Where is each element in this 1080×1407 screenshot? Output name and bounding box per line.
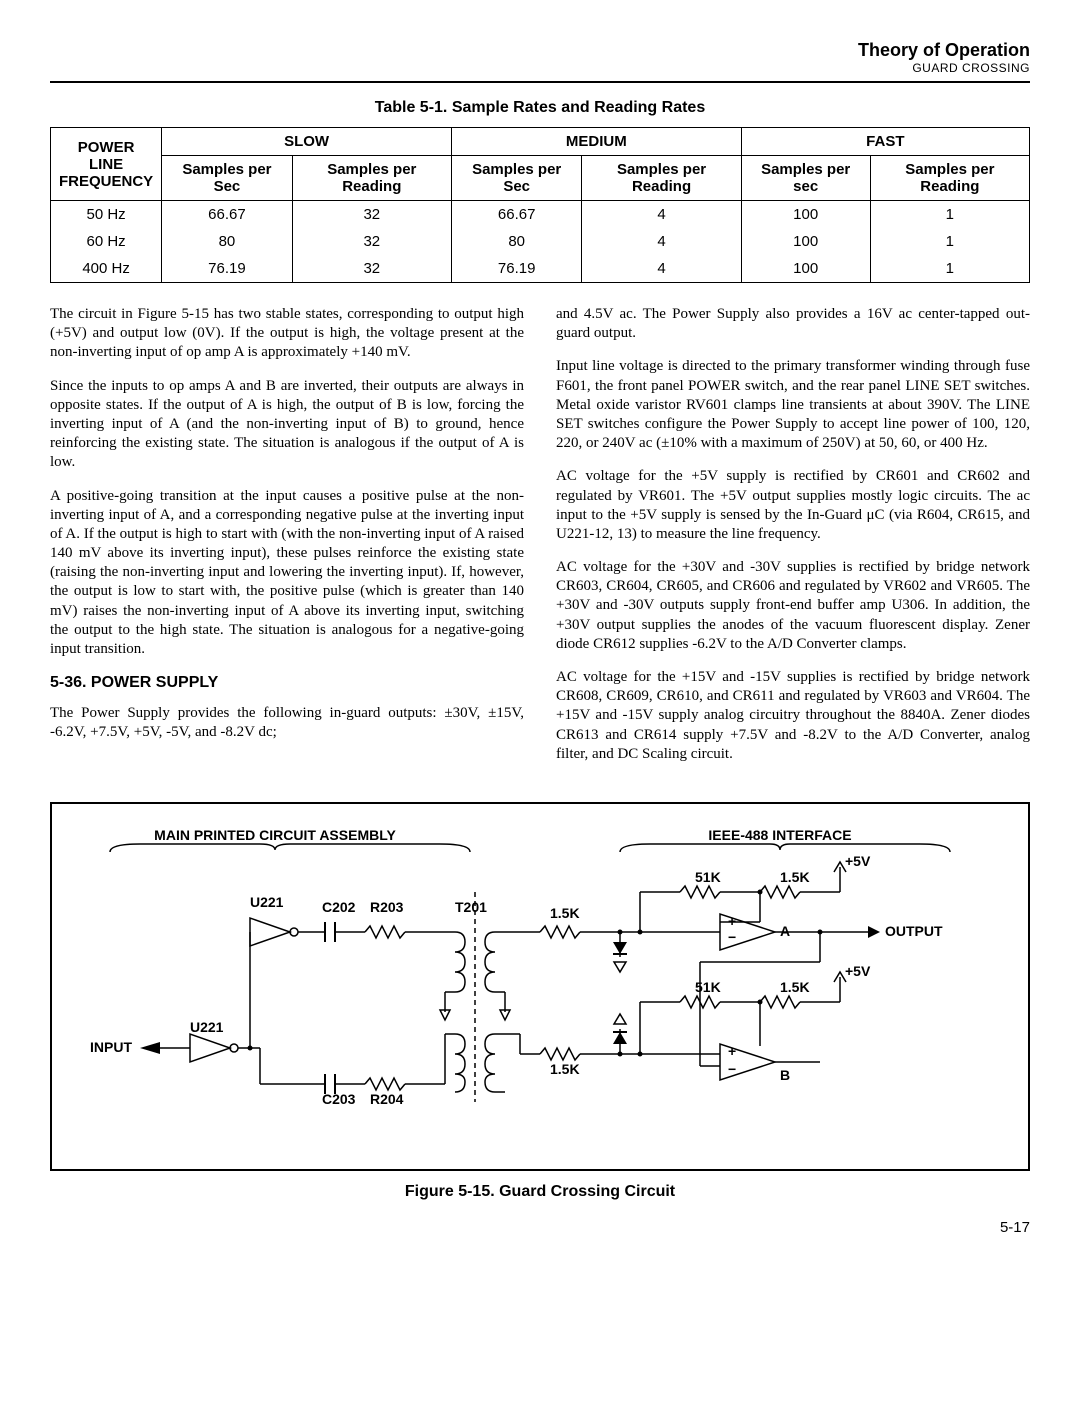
figure-caption: Figure 5-15. Guard Crossing Circuit: [50, 1183, 1030, 1201]
cell: 66.67: [162, 201, 292, 229]
label-51k: 51K: [695, 979, 721, 995]
cell: 400 Hz: [51, 255, 162, 283]
th-sub: Samples per Reading: [582, 156, 741, 201]
cell: 100: [741, 201, 870, 229]
th-sub: Samples per Reading: [870, 156, 1029, 201]
cell: 32: [292, 255, 451, 283]
th-sub: Samples per sec: [741, 156, 870, 201]
label-51k: 51K: [695, 869, 721, 885]
table-row: 60 Hz 80 32 80 4 100 1: [51, 228, 1030, 255]
paragraph: AC voltage for the +5V supply is rectifi…: [556, 467, 1030, 544]
label-u221: U221: [250, 894, 284, 910]
label-5v: +5V: [845, 963, 871, 979]
section-heading: 5-36. POWER SUPPLY: [50, 673, 524, 693]
cell: 100: [741, 228, 870, 255]
label-minus: −: [728, 929, 736, 945]
paragraph: and 4.5V ac. The Power Supply also provi…: [556, 305, 1030, 343]
label-opB: B: [780, 1067, 790, 1083]
cell: 32: [292, 228, 451, 255]
th-slow: SLOW: [162, 128, 452, 156]
cell: 50 Hz: [51, 201, 162, 229]
label-1-5k: 1.5K: [780, 979, 810, 995]
label-plus: +: [728, 1043, 736, 1059]
cell: 66.67: [451, 201, 581, 229]
cell: 4: [582, 201, 741, 229]
label-r203: R203: [370, 899, 404, 915]
th-sub: Samples per Sec: [451, 156, 581, 201]
right-column: and 4.5V ac. The Power Supply also provi…: [556, 305, 1030, 778]
cell: 4: [582, 228, 741, 255]
paragraph: AC voltage for the +30V and -30V supplie…: [556, 558, 1030, 654]
table-caption: Table 5-1. Sample Rates and Reading Rate…: [50, 99, 1030, 117]
table-row: 400 Hz 76.19 32 76.19 4 100 1: [51, 255, 1030, 283]
th-sub: Samples per Reading: [292, 156, 451, 201]
label-ieee: IEEE-488 INTERFACE: [708, 827, 851, 843]
cell: 1: [870, 255, 1029, 283]
header-rule: [50, 81, 1030, 83]
paragraph: Since the inputs to op amps A and B are …: [50, 377, 524, 473]
label-output: OUTPUT: [885, 923, 943, 939]
paragraph: A positive-going transition at the input…: [50, 487, 524, 660]
label-u221: U221: [190, 1019, 224, 1035]
cell: 4: [582, 255, 741, 283]
sample-rate-table: POWERLINEFREQUENCY SLOW MEDIUM FAST Samp…: [50, 127, 1030, 283]
th-power-line: POWERLINEFREQUENCY: [51, 128, 162, 201]
cell: 76.19: [162, 255, 292, 283]
label-5v: +5V: [845, 853, 871, 869]
cell: 76.19: [451, 255, 581, 283]
paragraph: Input line voltage is directed to the pr…: [556, 357, 1030, 453]
label-1-5k: 1.5K: [780, 869, 810, 885]
label-input: INPUT: [90, 1039, 132, 1055]
label-1-5k: 1.5K: [550, 905, 580, 921]
label-c202: C202: [322, 899, 356, 915]
cell: 1: [870, 201, 1029, 229]
header-title: Theory of Operation: [50, 40, 1030, 61]
label-opA: A: [780, 923, 790, 939]
cell: 1: [870, 228, 1029, 255]
paragraph: The Power Supply provides the following …: [50, 704, 524, 742]
left-column: The circuit in Figure 5-15 has two stabl…: [50, 305, 524, 778]
label-minus: −: [728, 1061, 736, 1077]
th-sub: Samples per Sec: [162, 156, 292, 201]
header-sub: GUARD CROSSING: [50, 61, 1030, 75]
cell: 32: [292, 201, 451, 229]
paragraph: The circuit in Figure 5-15 has two stabl…: [50, 305, 524, 363]
cell: 100: [741, 255, 870, 283]
guard-crossing-schematic: MAIN PRINTED CIRCUIT ASSEMBLY IEEE-488 I…: [74, 822, 1006, 1142]
label-1-5k: 1.5K: [550, 1061, 580, 1077]
label-main-pcb: MAIN PRINTED CIRCUIT ASSEMBLY: [154, 827, 396, 843]
th-fast: FAST: [741, 128, 1029, 156]
label-c203: C203: [322, 1091, 356, 1107]
th-medium: MEDIUM: [451, 128, 741, 156]
label-r204: R204: [370, 1091, 404, 1107]
label-t201: T201: [455, 899, 487, 915]
cell: 60 Hz: [51, 228, 162, 255]
paragraph: AC voltage for the +15V and -15V supplie…: [556, 668, 1030, 764]
label-plus: +: [728, 913, 736, 929]
page-number: 5-17: [50, 1219, 1030, 1236]
cell: 80: [162, 228, 292, 255]
figure-box: MAIN PRINTED CIRCUIT ASSEMBLY IEEE-488 I…: [50, 802, 1030, 1171]
cell: 80: [451, 228, 581, 255]
table-row: 50 Hz 66.67 32 66.67 4 100 1: [51, 201, 1030, 229]
